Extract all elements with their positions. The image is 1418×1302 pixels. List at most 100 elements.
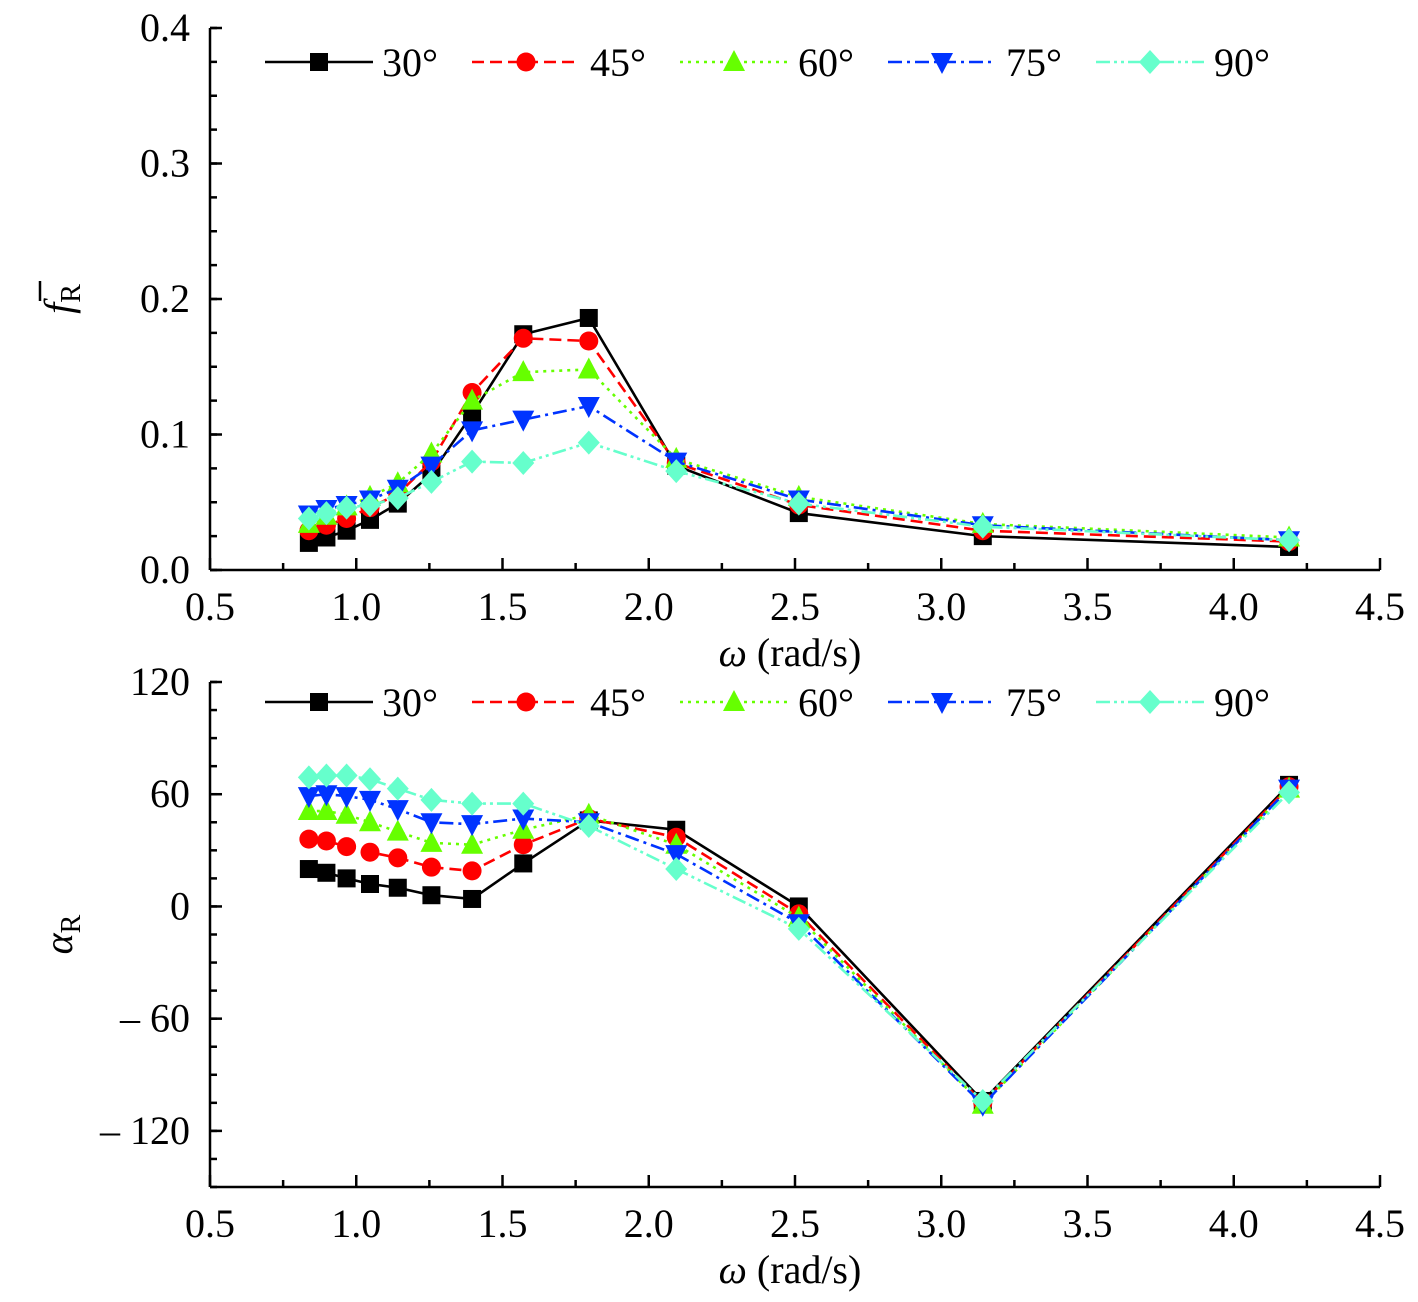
legend-marker: [516, 692, 536, 712]
data-point: [513, 835, 533, 855]
data-point: [420, 469, 443, 494]
data-point: [420, 813, 443, 835]
data-point: [316, 831, 336, 851]
data-point: [297, 765, 320, 790]
y-tick-label: 0.0: [140, 547, 190, 592]
y-tick-label: – 60: [119, 996, 190, 1041]
legend-label: 30°: [382, 680, 438, 725]
legend-label: 75°: [1006, 40, 1062, 85]
series-line-2: [308, 787, 1290, 1107]
top-chart: 0.5 1.0 1.5 2.0 2.5 3.0 3.5 4.0 4.5 0.0 0.1 0.2 0.3 0…: [36, 5, 1405, 675]
data-point: [512, 809, 535, 831]
data-point: [358, 790, 381, 812]
data-point: [461, 449, 484, 474]
series-line-0: [308, 783, 1290, 1103]
data-point: [512, 360, 535, 382]
data-point: [665, 845, 688, 867]
data-point: [317, 863, 336, 882]
data-point: [461, 832, 484, 854]
data-point: [386, 800, 409, 822]
legend-marker: [1139, 690, 1161, 714]
data-point: [512, 450, 535, 475]
legend-label: 60°: [798, 680, 854, 725]
data-point: [360, 875, 379, 893]
x-tick-label: 0.5: [185, 1201, 235, 1246]
x-tick-label: 3.5: [1063, 584, 1113, 629]
data-point: [579, 308, 598, 327]
legend-label: 75°: [1006, 680, 1062, 725]
y-tick-label: 120: [130, 659, 190, 704]
data-point: [315, 501, 338, 526]
data-point: [335, 802, 358, 824]
data-point: [420, 830, 443, 852]
data-point: [1278, 528, 1301, 553]
data-point: [388, 848, 408, 868]
series-line-1: [308, 785, 1290, 1105]
legend-label: 60°: [798, 40, 854, 85]
data-point: [386, 819, 409, 841]
y-tick-label: – 120: [99, 1108, 190, 1153]
y-axis-title: fR: [36, 284, 87, 314]
data-point: [337, 869, 356, 888]
y-tick-label: 0.2: [140, 276, 190, 321]
data-point: [787, 491, 810, 516]
data-point: [315, 799, 338, 821]
data-point: [388, 878, 407, 897]
y-tick-label: 0.1: [140, 412, 190, 457]
data-point: [512, 791, 535, 816]
data-point: [335, 763, 358, 788]
data-point: [299, 860, 318, 879]
data-point: [461, 791, 484, 816]
x-tick-label: 4.0: [1209, 1201, 1259, 1246]
legend-marker: [723, 50, 745, 71]
x-tick-label: 2.5: [770, 1201, 820, 1246]
legend-label: 90°: [1214, 40, 1270, 85]
data-point: [463, 405, 482, 424]
y-tick-label: 0.3: [140, 141, 190, 186]
x-tick-label: 3.0: [916, 584, 966, 629]
x-tick-label: 1.0: [331, 1201, 381, 1246]
data-point: [787, 916, 810, 941]
x-tick-label: 2.5: [770, 584, 820, 629]
data-point: [358, 767, 381, 792]
data-point: [462, 861, 482, 881]
legend-label: 90°: [1214, 680, 1270, 725]
data-point: [335, 787, 358, 809]
data-point: [461, 815, 484, 837]
legend-marker: [931, 693, 953, 714]
data-point: [461, 388, 484, 410]
data-point: [665, 857, 688, 882]
data-point: [971, 1088, 994, 1113]
legend-label: 30°: [382, 40, 438, 85]
data-point: [421, 857, 441, 877]
y-tick-label: 0: [170, 883, 190, 928]
data-point: [1278, 780, 1301, 805]
x-tick-label: 4.5: [1355, 584, 1405, 629]
x-tick-label: 3.0: [916, 1201, 966, 1246]
data-point: [358, 810, 381, 832]
legend-marker: [1139, 50, 1161, 74]
data-point: [512, 410, 535, 432]
y-tick-label: 60: [150, 771, 190, 816]
data-point: [579, 331, 599, 351]
data-point: [463, 889, 482, 908]
data-point: [337, 837, 357, 857]
x-tick-label: 4.5: [1355, 1201, 1405, 1246]
x-tick-label: 1.0: [331, 584, 381, 629]
data-point: [360, 842, 380, 862]
data-point: [315, 785, 338, 807]
data-point: [577, 397, 600, 419]
legend-label: 45°: [590, 680, 646, 725]
y-tick-label: 0.4: [140, 5, 190, 50]
x-tick-label: 0.5: [185, 584, 235, 629]
series-line-3: [308, 787, 1290, 1107]
data-point: [386, 776, 409, 801]
data-point: [422, 886, 441, 905]
legend-label: 45°: [590, 40, 646, 85]
data-point: [297, 506, 320, 531]
x-tick-label: 3.5: [1063, 1201, 1113, 1246]
legend-marker: [310, 693, 328, 711]
legend-marker: [516, 52, 536, 72]
data-point: [358, 492, 381, 517]
